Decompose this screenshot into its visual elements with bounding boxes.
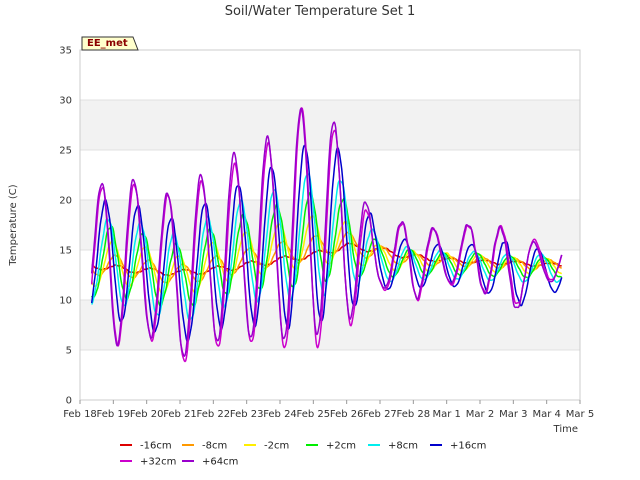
plot-background — [79, 49, 581, 401]
legend-label: +64cm — [202, 457, 238, 468]
x-tick-label: Mar 2 — [466, 409, 494, 420]
series-line — [90, 107, 563, 357]
y-tick-label: 0 — [66, 396, 72, 407]
x-tick-label: Feb 19 — [97, 409, 131, 420]
x-tick-label: Feb 28 — [397, 409, 431, 420]
y-axis: 0 5 10 15 20 25 30 35 — [59, 46, 72, 407]
legend-label: +16cm — [450, 441, 486, 452]
grid-band — [80, 300, 580, 350]
legend-label: +2cm — [326, 441, 356, 452]
y-tick-label: 15 — [59, 246, 72, 257]
legend-label: -16cm — [140, 441, 172, 452]
x-tick-label: Feb 22 — [197, 409, 231, 420]
x-tick-label: Feb 23 — [230, 409, 264, 420]
x-axis: Feb 18 Feb 19 Feb 20 Feb 21 Feb 22 Feb 23 Feb … — [63, 400, 594, 420]
x-axis-label: Time — [553, 424, 578, 435]
y-tick-label: 20 — [59, 196, 72, 207]
chart-title: Soil/Water Temperature Set 1 — [225, 4, 416, 19]
y-tick-label: 35 — [59, 46, 72, 57]
station-label: EE_met — [87, 38, 128, 49]
station-badge: EE_met — [81, 36, 139, 51]
x-tick-label: Feb 25 — [297, 409, 331, 420]
series-lines — [90, 107, 563, 363]
legend-label: -2cm — [264, 441, 289, 452]
x-tick-label: Mar 3 — [499, 409, 527, 420]
y-tick-label: 10 — [59, 296, 72, 307]
x-tick-label: Feb 26 — [330, 409, 364, 420]
x-tick-label: Mar 5 — [566, 409, 594, 420]
legend-label: +8cm — [388, 441, 418, 452]
legend: -16cm -8cm -2cm +2cm +8cm +16cm +32cm +64cm — [120, 441, 486, 468]
series-line — [90, 144, 563, 343]
x-tick-label: Mar 4 — [532, 409, 560, 420]
x-tick-label: Feb 20 — [130, 409, 164, 420]
y-axis-label: Temperature (C) — [8, 184, 19, 266]
x-tick-label: Feb 18 — [63, 409, 97, 420]
x-tick-label: Feb 27 — [363, 409, 397, 420]
y-tick-label: 30 — [59, 96, 72, 107]
x-tick-label: Mar 1 — [432, 409, 460, 420]
series-line — [90, 215, 563, 295]
legend-label: -8cm — [202, 441, 227, 452]
x-tick-label: Feb 24 — [263, 409, 297, 420]
y-tick-label: 25 — [59, 146, 72, 157]
y-tick-label: 5 — [66, 346, 72, 357]
x-tick-label: Feb 21 — [163, 409, 197, 420]
legend-label: +32cm — [140, 457, 176, 468]
